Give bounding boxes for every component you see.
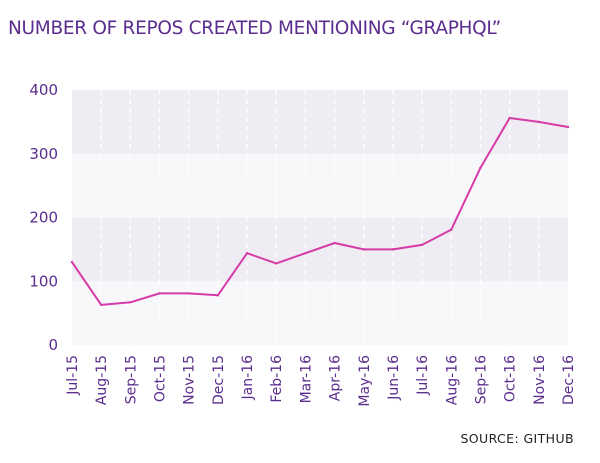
y-tick-label: 0 [48,336,58,354]
data-point [333,241,336,245]
x-tick-label: Jul-15 [65,355,81,396]
y-axis-ticks: 0 100 200 300 400 [29,81,58,354]
x-tick-label: Nov-16 [532,355,548,405]
y-tick-label: 300 [29,145,58,163]
data-point [479,166,482,169]
data-point [304,252,307,255]
data-point [450,228,453,231]
data-point [187,292,190,295]
x-tick-label: Aug-15 [94,355,110,405]
x-tick-label: Mar-16 [298,355,314,403]
data-point [362,248,365,251]
source-label: SOURCE: GITHUB [460,431,574,446]
data-point [566,125,570,129]
chart-band [72,153,568,218]
x-tick-label: Jun-16 [386,355,402,401]
y-tick-label: 400 [29,81,58,99]
chart-title: NUMBER OF REPOS CREATED MENTIONING “GRAP… [8,18,501,39]
chart-band [72,217,568,282]
data-point [537,120,541,124]
vertical-gridlines [100,90,540,345]
y-tick-label: 200 [29,209,58,227]
x-tick-label: Sep-15 [123,355,139,404]
chart-band [72,90,568,154]
series-points [70,116,570,307]
data-point [508,116,511,120]
x-tick-label: Oct-16 [503,355,519,402]
data-point [216,294,220,297]
x-tick-label: Nov-15 [182,355,198,405]
data-point [420,243,424,247]
data-point [245,252,249,255]
data-point [99,303,103,307]
x-tick-label: Apr-16 [328,355,344,401]
y-tick-label: 100 [29,272,58,290]
x-tick-label: Jan-16 [240,355,256,401]
data-point [70,260,74,264]
data-point [275,262,278,265]
x-tick-label: Aug-16 [444,355,460,405]
x-axis-ticks: Jul-15 Aug-15 Sep-15 Oct-15 Nov-15 Dec-15 Jan-… [65,355,577,407]
x-tick-label: Oct-15 [153,355,169,402]
chart-bands [72,90,568,345]
x-tick-label: Feb-16 [269,355,285,403]
series-line [71,117,569,306]
chart-band [72,281,568,345]
x-tick-label: Dec-16 [561,355,577,405]
data-point [391,248,395,251]
x-tick-label: May-16 [357,355,373,407]
data-point [129,301,132,304]
data-point [158,292,161,295]
x-tick-label: Sep-16 [473,355,489,404]
x-tick-label: Dec-15 [211,355,227,405]
x-tick-label: Jul-16 [415,355,431,396]
